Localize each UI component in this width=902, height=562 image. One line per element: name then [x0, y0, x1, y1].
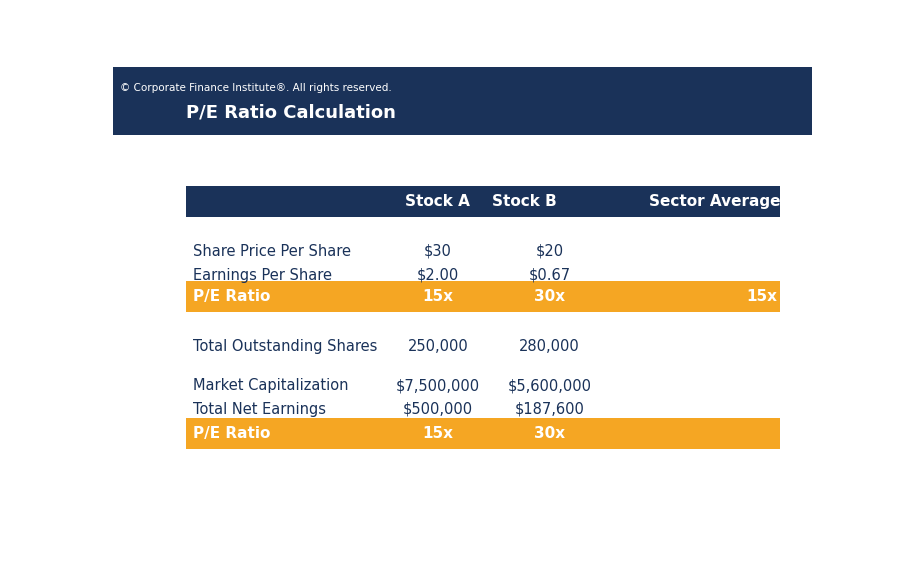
- Text: © Corporate Finance Institute®. All rights reserved.: © Corporate Finance Institute®. All righ…: [120, 83, 391, 93]
- Text: Share Price Per Share: Share Price Per Share: [193, 244, 351, 259]
- Text: $0.67: $0.67: [529, 268, 571, 283]
- FancyBboxPatch shape: [186, 281, 780, 312]
- Text: $5,600,000: $5,600,000: [508, 378, 592, 393]
- Text: Stock B: Stock B: [492, 194, 557, 209]
- Text: 15x: 15x: [422, 289, 454, 304]
- Text: $187,600: $187,600: [515, 402, 584, 417]
- Text: 30x: 30x: [534, 289, 566, 304]
- Text: P/E Ratio: P/E Ratio: [193, 289, 271, 304]
- Text: Stock A: Stock A: [405, 194, 470, 209]
- Text: 280,000: 280,000: [520, 339, 580, 354]
- Text: P/E Ratio Calculation: P/E Ratio Calculation: [186, 104, 396, 122]
- Text: Earnings Per Share: Earnings Per Share: [193, 268, 332, 283]
- Text: $7,500,000: $7,500,000: [396, 378, 480, 393]
- Text: Sector Average: Sector Average: [649, 194, 780, 209]
- Text: Total Outstanding Shares: Total Outstanding Shares: [193, 339, 378, 354]
- Text: 15x: 15x: [746, 289, 777, 304]
- Text: 15x: 15x: [422, 426, 454, 441]
- Text: $20: $20: [536, 244, 564, 259]
- Text: $2.00: $2.00: [417, 268, 459, 283]
- Text: 250,000: 250,000: [408, 339, 468, 354]
- FancyBboxPatch shape: [186, 185, 780, 217]
- Text: P/E Ratio: P/E Ratio: [193, 426, 271, 441]
- Text: Market Capitalization: Market Capitalization: [193, 378, 349, 393]
- FancyBboxPatch shape: [113, 67, 812, 134]
- Text: $30: $30: [424, 244, 452, 259]
- Text: $500,000: $500,000: [403, 402, 473, 417]
- FancyBboxPatch shape: [186, 418, 780, 449]
- Text: Total Net Earnings: Total Net Earnings: [193, 402, 327, 417]
- Text: 30x: 30x: [534, 426, 566, 441]
